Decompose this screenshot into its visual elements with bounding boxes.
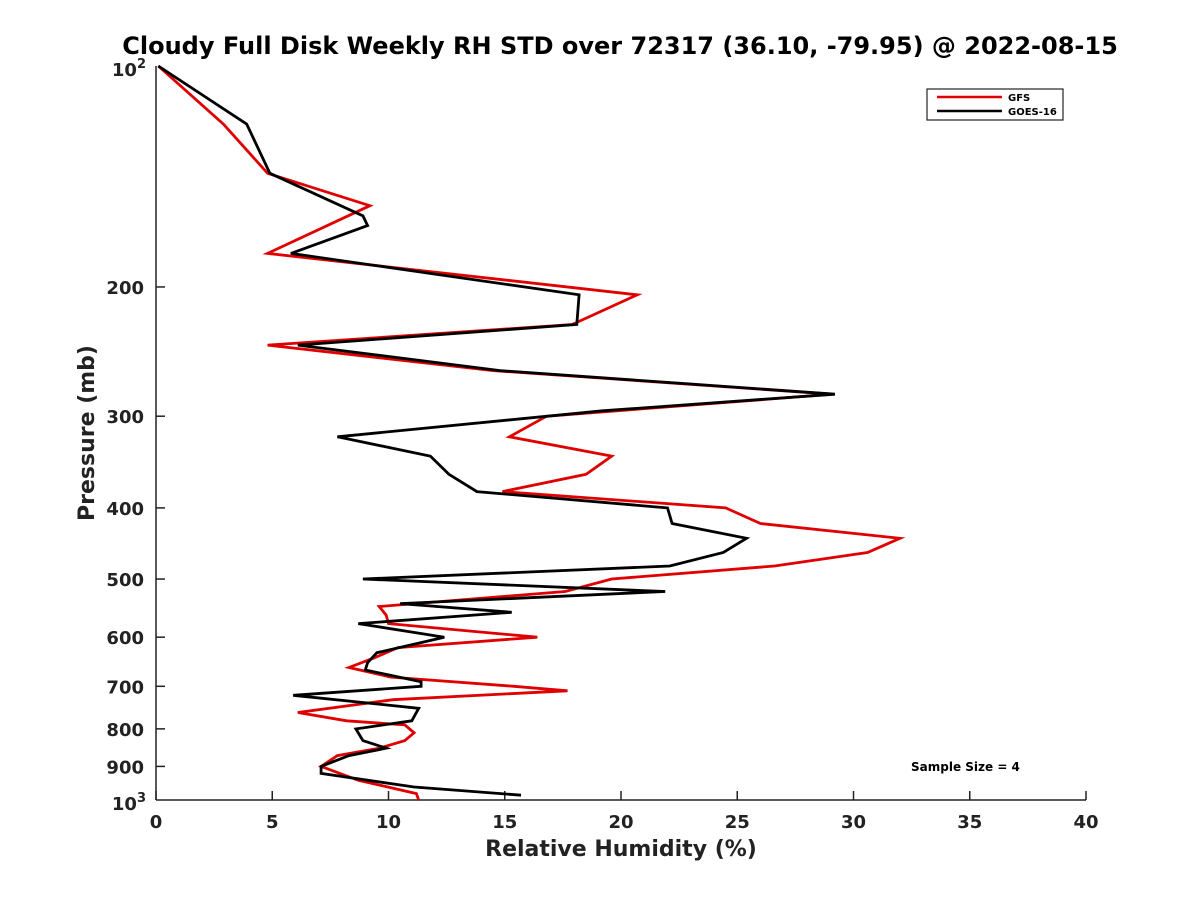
y-tick-label-top: 102: [112, 57, 146, 81]
series-layer: [157, 64, 906, 801]
y-tick-label: 300: [106, 407, 144, 428]
x-tick-label: 25: [725, 812, 750, 833]
legend-box: [926, 88, 1064, 121]
legend-label-goes16: GOES-16: [1008, 107, 1057, 118]
y-tick-label: 600: [106, 628, 144, 649]
y-tick-label: 900: [106, 757, 144, 778]
axes: [155, 66, 1086, 801]
x-tick-label: 10: [376, 812, 401, 833]
x-tick-label: 5: [266, 812, 279, 833]
series-line-gfs: [157, 64, 906, 801]
y-tick-label: 700: [106, 677, 144, 698]
x-tick-label: 15: [492, 812, 517, 833]
x-tick-label: 35: [957, 812, 982, 833]
y-ticks: 200 300 400 500 600 700 800 900 102 103: [106, 57, 165, 815]
legend-label-gfs: GFS: [1008, 93, 1030, 104]
x-tick-label: 30: [841, 812, 866, 833]
x-tick-label: 40: [1073, 812, 1098, 833]
y-axis-label: Pressure (mb): [75, 345, 100, 521]
legend: GFS GOES-16: [926, 88, 1064, 121]
y-tick-label: 400: [106, 499, 144, 520]
x-ticks: 0 5 10 15 20 25 30 35 40: [150, 791, 1099, 833]
y-tick-label: 200: [106, 278, 144, 299]
series-line-goes16: [157, 64, 835, 797]
x-tick-label: 0: [150, 812, 163, 833]
sample-size-annotation: Sample Size = 4: [911, 760, 1020, 774]
chart-title: Cloudy Full Disk Weekly RH STD over 7231…: [122, 32, 1118, 60]
y-tick-label-bottom: 103: [112, 791, 146, 815]
x-axis-label: Relative Humidity (%): [485, 837, 757, 862]
x-tick-label: 20: [608, 812, 633, 833]
y-tick-label: 500: [106, 570, 144, 591]
y-tick-label: 800: [106, 720, 144, 741]
